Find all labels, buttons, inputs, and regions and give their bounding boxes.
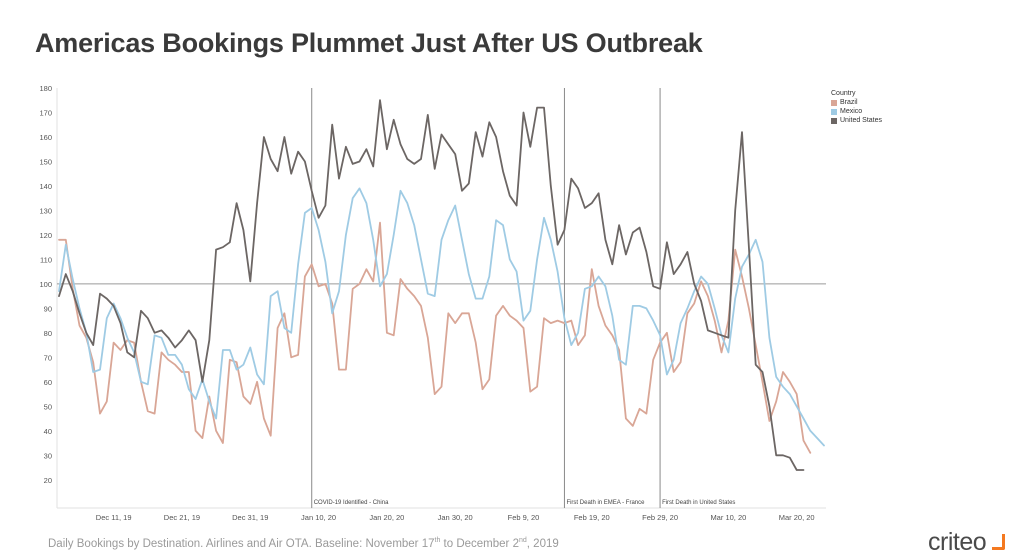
caption-text: Daily Bookings by Destination. Airlines … <box>48 537 435 550</box>
y-tick-label: 100 <box>39 280 52 289</box>
criteo-logo: criteo <box>928 528 987 556</box>
x-tick-label: Feb 19, 20 <box>574 513 610 522</box>
y-tick-label: 30 <box>44 451 52 460</box>
x-tick-label: Dec 31, 19 <box>232 513 268 522</box>
chart-legend: Country Brazil Mexico United States <box>831 89 882 125</box>
x-tick-label: Feb 9, 20 <box>508 513 540 522</box>
annotation-label: First Death in United States <box>662 500 735 506</box>
criteo-logo-mark <box>992 534 1005 550</box>
legend-swatch <box>831 99 837 106</box>
chart-ticks: 20 30 40 50 60 70 80 90 100 110 120 130 140 150 160 170… <box>39 84 814 522</box>
y-tick-label: 80 <box>44 329 52 338</box>
chart-caption: Daily Bookings by Destination. Airlines … <box>48 537 559 550</box>
chart-series <box>58 99 825 471</box>
y-tick-label: 120 <box>39 231 52 240</box>
caption-sup: nd <box>518 537 527 544</box>
y-tick-label: 20 <box>44 476 52 485</box>
annotation-label: First Death in EMEA - France <box>566 500 645 506</box>
caption-sup: th <box>434 537 441 544</box>
x-tick-label: Jan 20, 20 <box>369 513 404 522</box>
series-line-brazil <box>58 221 812 454</box>
x-tick-label: Mar 10, 20 <box>710 513 746 522</box>
x-tick-label: Feb 29, 20 <box>642 513 678 522</box>
x-tick-label: Jan 30, 20 <box>438 513 473 522</box>
legend-item-united-states: United States <box>831 116 882 125</box>
x-tick-label: Jan 10, 20 <box>301 513 336 522</box>
legend-swatch <box>831 108 837 115</box>
y-tick-label: 170 <box>39 108 52 117</box>
legend-item-mexico: Mexico <box>831 107 882 116</box>
y-tick-label: 50 <box>44 402 52 411</box>
y-tick-label: 150 <box>39 157 52 166</box>
chart-title: Americas Bookings Plummet Just After US … <box>35 28 703 58</box>
legend-label: Mexico <box>840 108 863 115</box>
series-line-united-states <box>58 99 805 471</box>
x-tick-label: Dec 11, 19 <box>96 513 132 522</box>
y-tick-label: 110 <box>40 255 52 264</box>
x-tick-label: Dec 21, 19 <box>164 513 200 522</box>
y-tick-label: 130 <box>39 206 52 215</box>
annotation-label: COVID-19 Identified - China <box>314 500 389 506</box>
series-line-mexico <box>58 187 825 447</box>
caption-text: , 2019 <box>526 537 559 550</box>
y-tick-label: 40 <box>44 427 52 436</box>
legend-title: Country <box>831 90 856 97</box>
chart-axes <box>56 88 826 509</box>
y-tick-label: 90 <box>44 304 52 313</box>
legend-label: United States <box>840 117 883 124</box>
y-tick-label: 140 <box>39 182 52 191</box>
legend-item-brazil: Brazil <box>831 98 882 107</box>
chart-annotations: COVID-19 Identified - China First Death i… <box>311 88 735 508</box>
y-tick-label: 70 <box>44 353 52 362</box>
y-tick-label: 160 <box>39 133 52 142</box>
y-tick-label: 180 <box>39 84 52 93</box>
y-tick-label: 60 <box>44 378 52 387</box>
legend-swatch <box>831 117 837 124</box>
x-tick-label: Mar 20, 20 <box>779 513 815 522</box>
legend-label: Brazil <box>840 99 858 106</box>
caption-text: to December 2 <box>440 537 519 550</box>
